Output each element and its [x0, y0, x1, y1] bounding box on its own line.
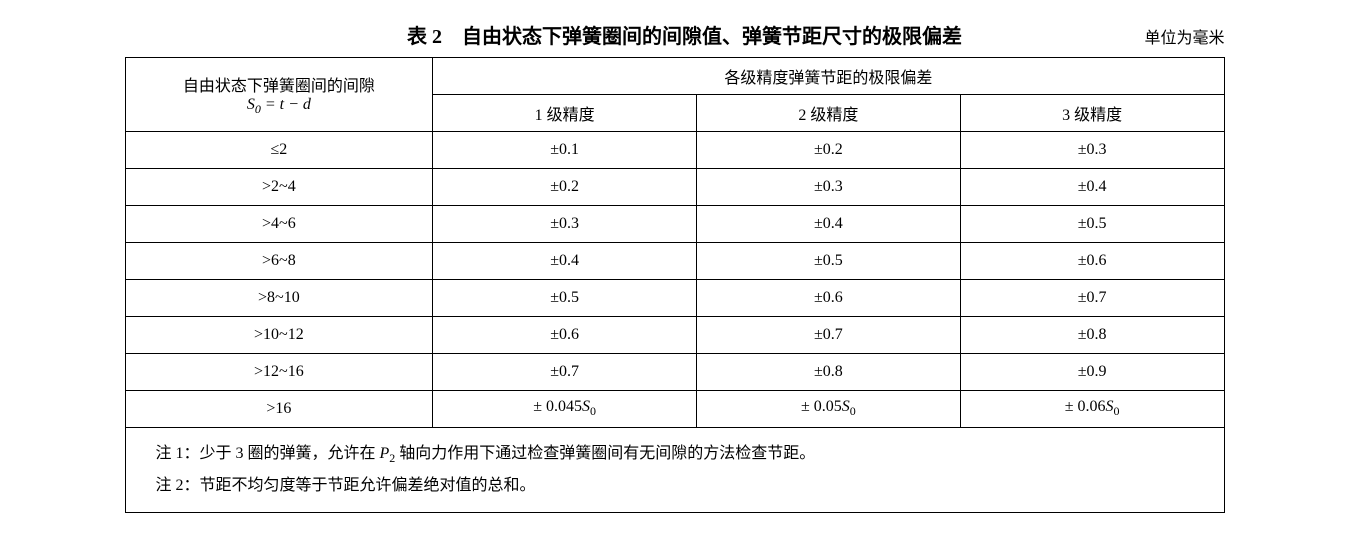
notes-row: 注 1：少于 3 圈的弹簧，允许在 P2 轴向力作用下通过检查弹簧圈间有无间隙的…: [125, 428, 1224, 513]
table-row: >12~16 ±0.7 ±0.8 ±0.9: [125, 354, 1224, 391]
value-cell: ±0.8: [696, 354, 960, 391]
header-row-1: 自由状态下弹簧圈间的间隙 S0 = t − d 各级精度弹簧节距的极限偏差: [125, 58, 1224, 95]
value-cell: ±0.2: [433, 169, 697, 206]
table-row: ≤2 ±0.1 ±0.2 ±0.3: [125, 132, 1224, 169]
unit-label: 单位为毫米: [1144, 24, 1224, 48]
value-cell: ±0.1: [433, 132, 697, 169]
value-cell: ±0.8: [960, 317, 1224, 354]
title-row: 表 2 自由状态下弹簧圈间的间隙值、弹簧节距尺寸的极限偏差 单位为毫米: [125, 20, 1225, 49]
var-s: S: [247, 96, 255, 113]
value-cell: ±0.7: [433, 354, 697, 391]
table-row: >4~6 ±0.3 ±0.4 ±0.5: [125, 206, 1224, 243]
range-cell: >12~16: [125, 354, 433, 391]
value-cell: ± 0.06S0: [960, 391, 1224, 428]
header-left-line1: 自由状态下弹簧圈间的间隙: [134, 72, 425, 96]
note-2: 注 2：节距不均匀度等于节距允许偏差绝对值的总和。: [156, 470, 1194, 502]
value-cell: ± 0.045S0: [433, 391, 697, 428]
value-cell: ±0.6: [433, 317, 697, 354]
value-cell: ± 0.05S0: [696, 391, 960, 428]
range-cell: >2~4: [125, 169, 433, 206]
table-row: >10~12 ±0.6 ±0.7 ±0.8: [125, 317, 1224, 354]
tolerance-table: 自由状态下弹簧圈间的间隙 S0 = t − d 各级精度弹簧节距的极限偏差 1 …: [125, 57, 1225, 513]
value-cell: ±0.7: [960, 280, 1224, 317]
header-left-line2: S0 = t − d: [134, 96, 425, 117]
value-cell: ±0.3: [433, 206, 697, 243]
header-col2: 2 级精度: [696, 95, 960, 132]
header-top-right: 各级精度弹簧节距的极限偏差: [433, 58, 1224, 95]
table-row-last: >16 ± 0.045S0 ± 0.05S0 ± 0.06S0: [125, 391, 1224, 428]
value-cell: ±0.4: [433, 243, 697, 280]
note1-pre: 注 1：少于 3 圈的弹簧，允许在: [156, 445, 380, 462]
val-pre: ± 0.05: [801, 398, 842, 415]
var-s: S: [1106, 398, 1114, 415]
value-cell: ±0.4: [696, 206, 960, 243]
note-1: 注 1：少于 3 圈的弹簧，允许在 P2 轴向力作用下通过检查弹簧圈间有无间隙的…: [156, 438, 1194, 470]
range-cell: >6~8: [125, 243, 433, 280]
value-cell: ±0.6: [696, 280, 960, 317]
range-cell: >4~6: [125, 206, 433, 243]
range-cell: >10~12: [125, 317, 433, 354]
table-title: 表 2 自由状态下弹簧圈间的间隙值、弹簧节距尺寸的极限偏差: [245, 20, 1125, 49]
table-row: >6~8 ±0.4 ±0.5 ±0.6: [125, 243, 1224, 280]
sub-0: 0: [850, 405, 856, 419]
value-cell: ±0.3: [960, 132, 1224, 169]
range-cell: ≤2: [125, 132, 433, 169]
val-pre: ± 0.06: [1065, 398, 1106, 415]
var-s: S: [582, 398, 590, 415]
value-cell: ±0.9: [960, 354, 1224, 391]
value-cell: ±0.4: [960, 169, 1224, 206]
value-cell: ±0.2: [696, 132, 960, 169]
range-cell: >8~10: [125, 280, 433, 317]
sub-0: 0: [1114, 405, 1120, 419]
sub-0: 0: [590, 405, 596, 419]
var-s: S: [842, 398, 850, 415]
value-cell: ±0.7: [696, 317, 960, 354]
range-cell: >16: [125, 391, 433, 428]
value-cell: ±0.5: [433, 280, 697, 317]
table-row: >2~4 ±0.2 ±0.3 ±0.4: [125, 169, 1224, 206]
header-col1: 1 级精度: [433, 95, 697, 132]
table-row: >8~10 ±0.5 ±0.6 ±0.7: [125, 280, 1224, 317]
value-cell: ±0.3: [696, 169, 960, 206]
notes-cell: 注 1：少于 3 圈的弹簧，允许在 P2 轴向力作用下通过检查弹簧圈间有无间隙的…: [125, 428, 1224, 513]
header-col3: 3 级精度: [960, 95, 1224, 132]
formula-rest: = t − d: [261, 96, 311, 113]
note1-post: 轴向力作用下通过检查弹簧圈间有无间隙的方法检查节距。: [395, 445, 815, 462]
value-cell: ±0.5: [696, 243, 960, 280]
val-pre: ± 0.045: [533, 398, 582, 415]
value-cell: ±0.6: [960, 243, 1224, 280]
header-left: 自由状态下弹簧圈间的间隙 S0 = t − d: [125, 58, 433, 132]
value-cell: ±0.5: [960, 206, 1224, 243]
var-p: P: [380, 445, 390, 462]
